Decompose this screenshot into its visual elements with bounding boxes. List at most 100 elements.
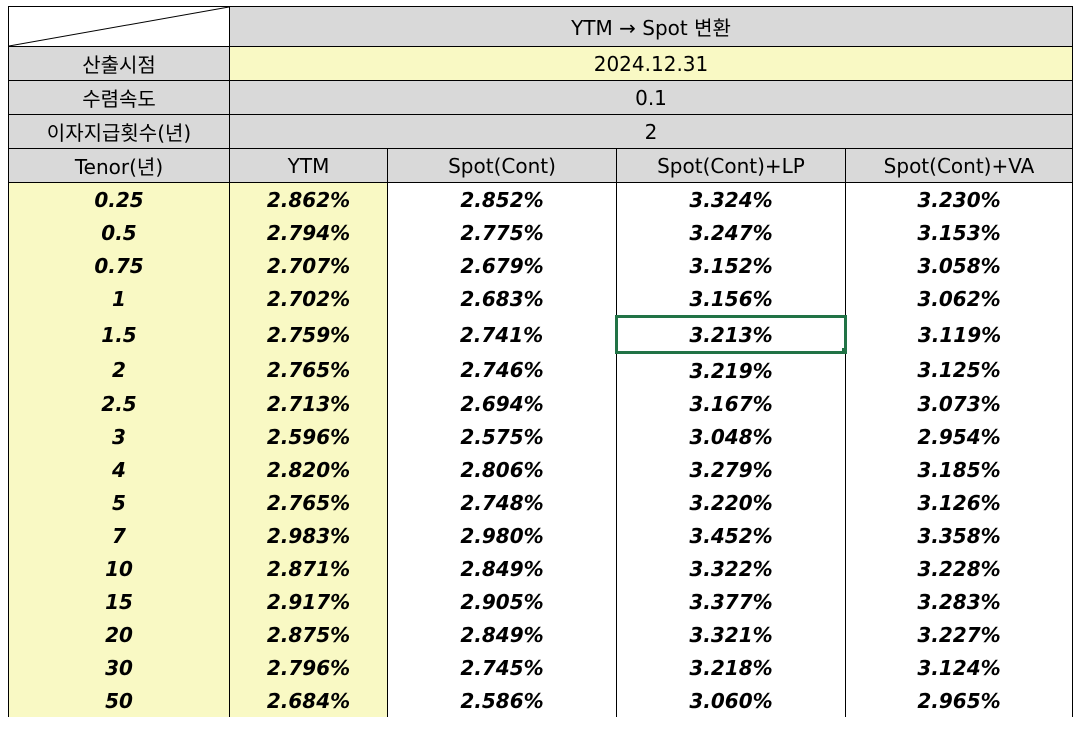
ytm-cell[interactable]: 2.796% xyxy=(229,651,388,684)
tenor-cell[interactable]: 1.5 xyxy=(8,316,230,353)
spot-lp-cell[interactable]: 3.322% xyxy=(616,552,846,585)
tenor-cell[interactable]: 1 xyxy=(8,282,230,317)
ytm-cell[interactable]: 2.820% xyxy=(229,453,388,486)
table-row: 7 2.983% 2.980% 3.452% 3.358% xyxy=(8,519,1073,552)
ytm-cell[interactable]: 2.684% xyxy=(229,684,388,717)
ytm-cell[interactable]: 2.875% xyxy=(229,618,388,651)
table-row: 4 2.820% 2.806% 3.279% 3.185% xyxy=(8,453,1073,486)
spot-va-cell[interactable]: 3.185% xyxy=(845,453,1073,486)
spot-va-cell[interactable]: 3.062% xyxy=(845,282,1073,317)
spot-va-cell[interactable]: 3.125% xyxy=(845,352,1073,387)
tenor-cell[interactable]: 10 xyxy=(8,552,230,585)
spot-lp-cell[interactable]: 3.377% xyxy=(616,585,846,618)
param-value-cell[interactable]: 2024.12.31 xyxy=(229,46,1073,81)
selected-cell[interactable]: 3.213% xyxy=(615,315,847,354)
spot-va-cell[interactable]: 3.124% xyxy=(845,651,1073,684)
param-value-cell[interactable]: 2 xyxy=(229,114,1073,149)
ytm-cell[interactable]: 2.794% xyxy=(229,216,388,249)
data-body: 0.25 2.862% 2.852% 3.324% 3.230% 0.5 2.794% 2.7… xyxy=(8,182,1073,717)
spot-cell[interactable]: 2.806% xyxy=(387,453,617,486)
spot-cell[interactable]: 2.575% xyxy=(387,420,617,453)
table-row: 15 2.917% 2.905% 3.377% 3.283% xyxy=(8,585,1073,618)
spot-lp-cell[interactable]: 3.167% xyxy=(616,387,846,420)
spot-va-cell[interactable]: 3.126% xyxy=(845,486,1073,519)
tenor-cell[interactable]: 2 xyxy=(8,352,230,387)
spot-cell[interactable]: 2.849% xyxy=(387,618,617,651)
spot-va-cell[interactable]: 3.227% xyxy=(845,618,1073,651)
tenor-cell[interactable]: 0.75 xyxy=(8,249,230,282)
spot-va-cell[interactable]: 3.230% xyxy=(845,182,1073,216)
spot-lp-cell[interactable]: 3.152% xyxy=(616,249,846,282)
tenor-cell[interactable]: 0.25 xyxy=(8,182,230,216)
spot-cell[interactable]: 2.746% xyxy=(387,352,617,387)
spot-lp-cell[interactable]: 3.279% xyxy=(616,453,846,486)
tenor-cell[interactable]: 30 xyxy=(8,651,230,684)
diagonal-line-icon xyxy=(9,7,229,46)
spot-va-cell[interactable]: 3.073% xyxy=(845,387,1073,420)
ytm-cell[interactable]: 2.917% xyxy=(229,585,388,618)
spot-cell[interactable]: 2.741% xyxy=(387,316,617,353)
tenor-cell[interactable]: 7 xyxy=(8,519,230,552)
spot-cell[interactable]: 2.852% xyxy=(387,182,617,216)
spot-va-cell[interactable]: 3.058% xyxy=(845,249,1073,282)
spot-cell[interactable]: 2.679% xyxy=(387,249,617,282)
ytm-cell[interactable]: 2.707% xyxy=(229,249,388,282)
spot-cell[interactable]: 2.586% xyxy=(387,684,617,717)
tenor-cell[interactable]: 15 xyxy=(8,585,230,618)
spot-lp-cell[interactable]: 3.156% xyxy=(616,282,846,317)
ytm-cell[interactable]: 2.702% xyxy=(229,282,388,317)
tenor-cell[interactable]: 50 xyxy=(8,684,230,717)
spot-va-cell[interactable]: 3.358% xyxy=(845,519,1073,552)
tenor-cell[interactable]: 0.5 xyxy=(8,216,230,249)
ytm-cell[interactable]: 2.862% xyxy=(229,182,388,216)
tenor-cell[interactable]: 4 xyxy=(8,453,230,486)
fill-handle[interactable] xyxy=(841,347,843,350)
spot-lp-cell[interactable]: 3.219% xyxy=(616,352,846,387)
column-header-spot-va[interactable]: Spot(Cont)+VA xyxy=(845,148,1073,183)
column-header-tenor[interactable]: Tenor(년) xyxy=(8,148,230,183)
spot-cell[interactable]: 2.745% xyxy=(387,651,617,684)
spot-cell[interactable]: 2.849% xyxy=(387,552,617,585)
spot-lp-cell[interactable]: 3.247% xyxy=(616,216,846,249)
ytm-cell[interactable]: 2.596% xyxy=(229,420,388,453)
spot-va-cell[interactable]: 2.954% xyxy=(845,420,1073,453)
tenor-cell[interactable]: 2.5 xyxy=(8,387,230,420)
spot-cell[interactable]: 2.694% xyxy=(387,387,617,420)
spot-lp-cell[interactable]: 3.220% xyxy=(616,486,846,519)
spot-va-cell[interactable]: 3.283% xyxy=(845,585,1073,618)
column-header-ytm[interactable]: YTM xyxy=(229,148,388,183)
spot-cell[interactable]: 2.683% xyxy=(387,282,617,317)
spot-lp-cell[interactable]: 3.321% xyxy=(616,618,846,651)
tenor-cell[interactable]: 5 xyxy=(8,486,230,519)
spot-va-cell[interactable]: 3.153% xyxy=(845,216,1073,249)
spot-va-cell[interactable]: 3.228% xyxy=(845,552,1073,585)
ytm-cell[interactable]: 2.983% xyxy=(229,519,388,552)
spot-cell[interactable]: 2.748% xyxy=(387,486,617,519)
ytm-cell[interactable]: 2.765% xyxy=(229,486,388,519)
spot-lp-cell[interactable]: 3.060% xyxy=(616,684,846,717)
spot-lp-cell[interactable]: 3.452% xyxy=(616,519,846,552)
param-value-cell[interactable]: 0.1 xyxy=(229,80,1073,115)
spot-cell[interactable]: 2.905% xyxy=(387,585,617,618)
tenor-cell[interactable]: 20 xyxy=(8,618,230,651)
table-title-cell[interactable]: YTM → Spot 변환 xyxy=(229,6,1073,47)
column-header-spot[interactable]: Spot(Cont) xyxy=(387,148,617,183)
spot-va-cell[interactable]: 2.965% xyxy=(845,684,1073,717)
ytm-cell[interactable]: 2.871% xyxy=(229,552,388,585)
param-label-cell[interactable]: 산출시점 xyxy=(8,46,230,81)
tenor-cell[interactable]: 3 xyxy=(8,420,230,453)
param-label-cell[interactable]: 이자지급횟수(년) xyxy=(8,114,230,149)
spot-lp-cell[interactable]: 3.324% xyxy=(616,182,846,216)
param-label-cell[interactable]: 수렴속도 xyxy=(8,80,230,115)
ytm-cell[interactable]: 2.713% xyxy=(229,387,388,420)
ytm-cell[interactable]: 2.765% xyxy=(229,352,388,387)
corner-cell[interactable] xyxy=(8,6,230,47)
column-header-row: Tenor(년) YTM Spot(Cont) Spot(Cont)+LP Sp… xyxy=(8,148,1073,183)
ytm-cell[interactable]: 2.759% xyxy=(229,316,388,353)
spot-va-cell[interactable]: 3.119% xyxy=(845,316,1073,353)
spot-lp-cell[interactable]: 3.218% xyxy=(616,651,846,684)
column-header-spot-lp[interactable]: Spot(Cont)+LP xyxy=(616,148,846,183)
spot-lp-cell[interactable]: 3.048% xyxy=(616,420,846,453)
spot-cell[interactable]: 2.775% xyxy=(387,216,617,249)
spot-cell[interactable]: 2.980% xyxy=(387,519,617,552)
